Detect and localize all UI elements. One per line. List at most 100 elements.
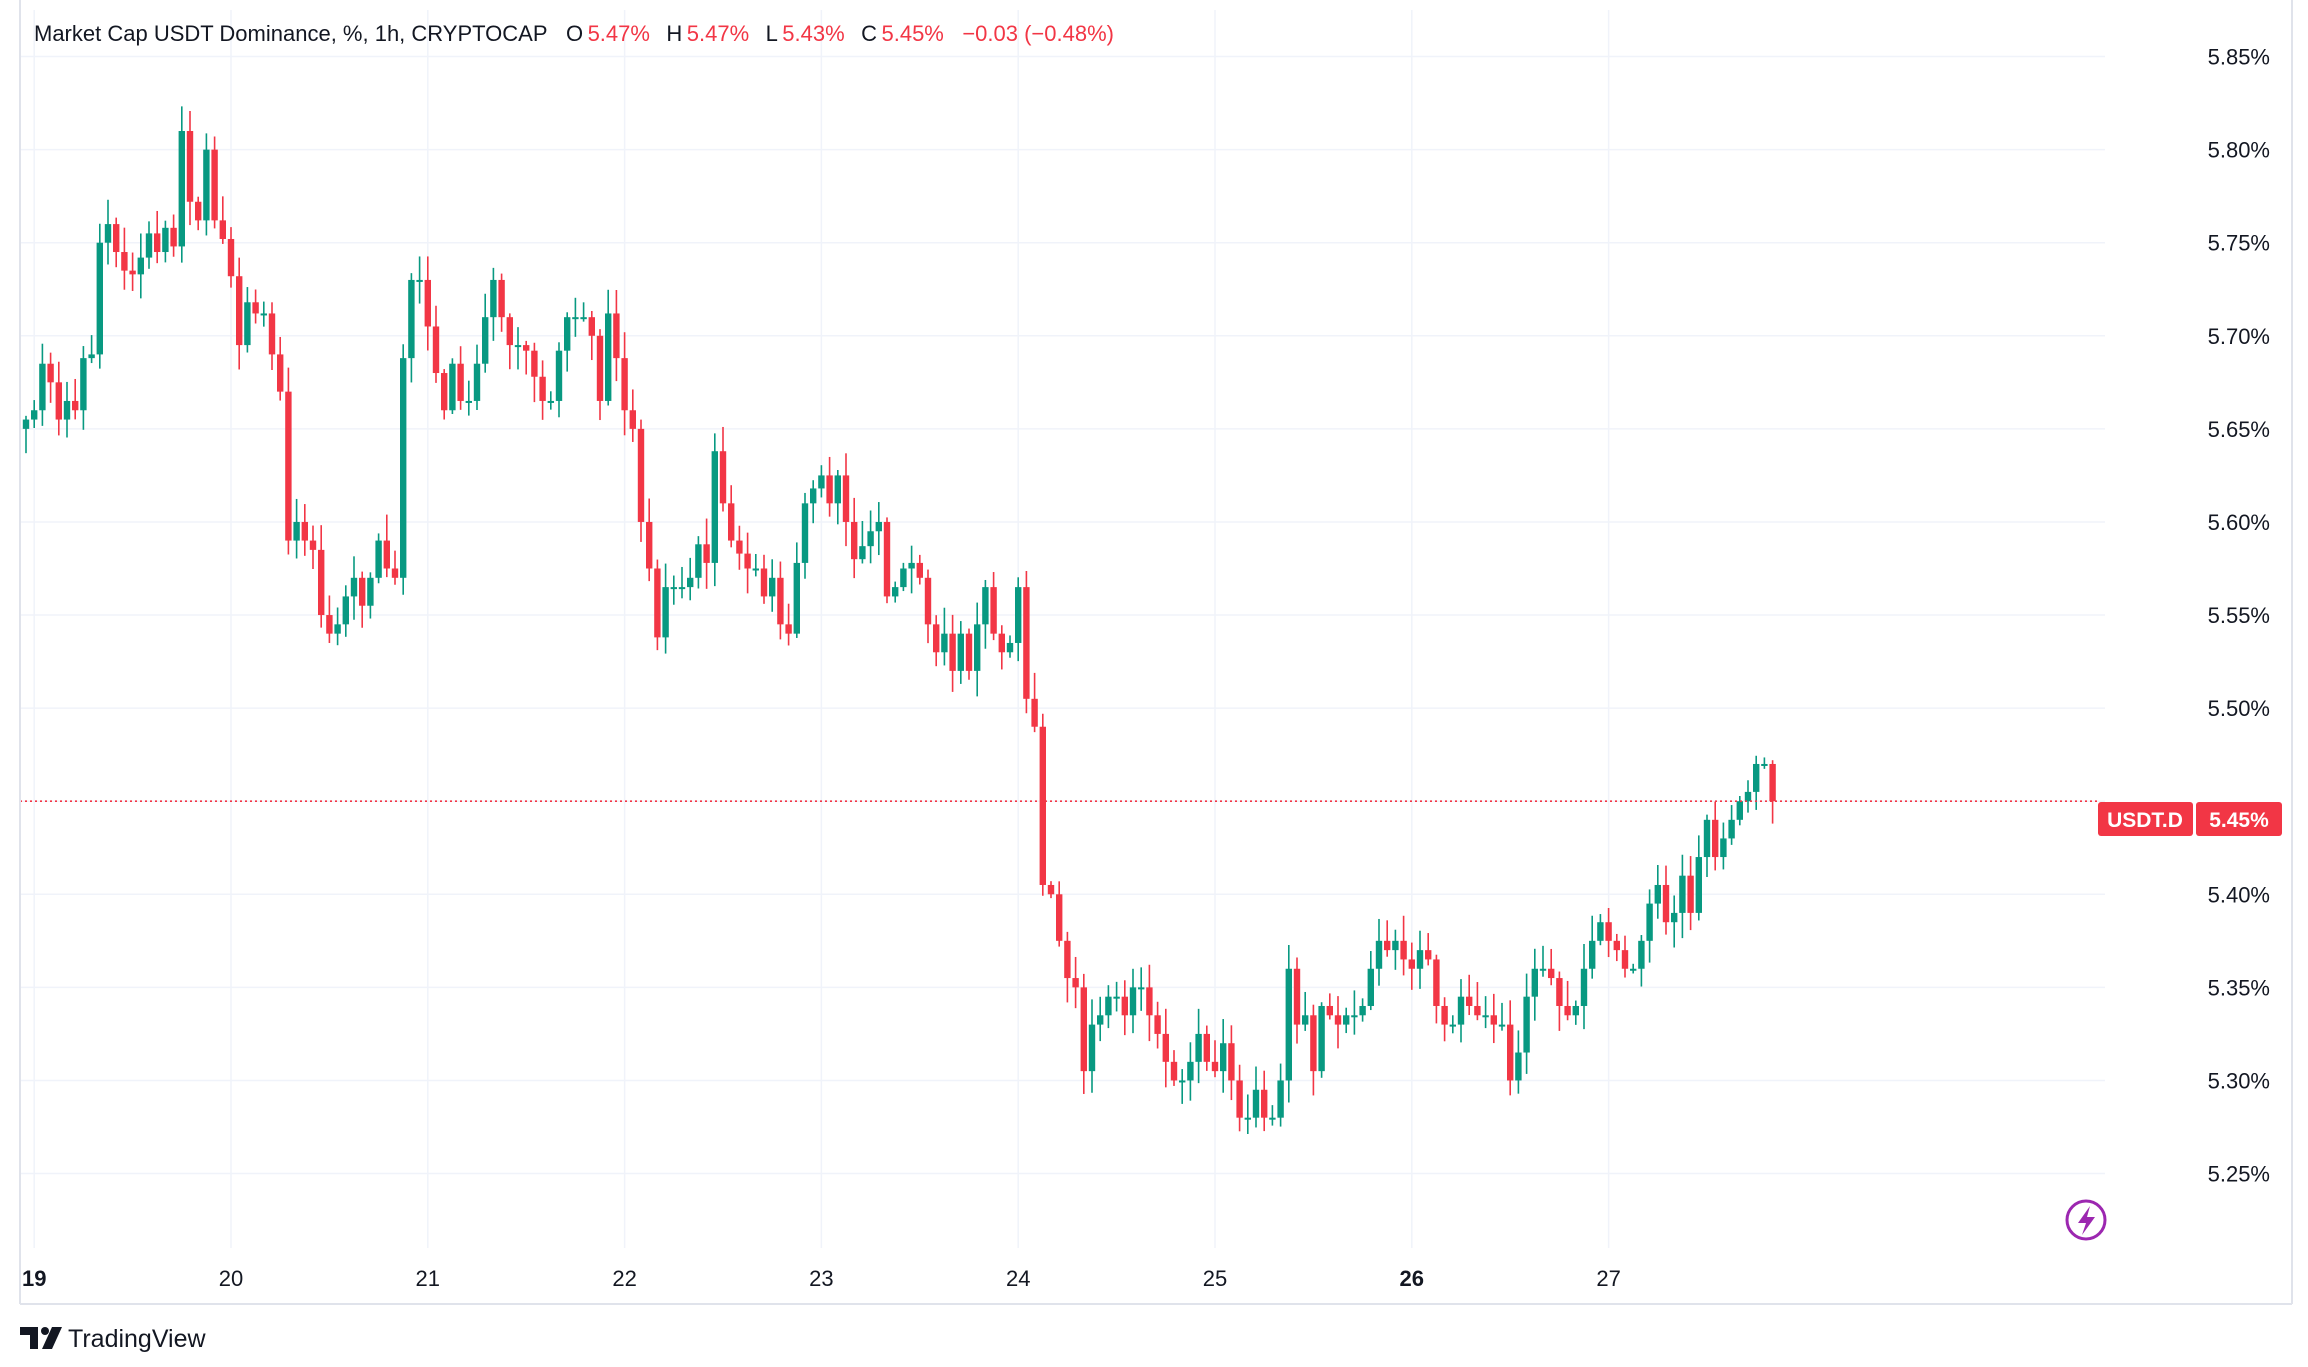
candle xyxy=(1416,930,1424,989)
candle-body xyxy=(277,354,284,392)
candle-body xyxy=(924,577,932,625)
lightning-bolt-icon[interactable] xyxy=(2065,1199,2107,1241)
candle-body xyxy=(1679,875,1686,913)
candle xyxy=(687,557,694,601)
candle-body xyxy=(129,270,136,275)
legend-high-value: 5.47% xyxy=(687,21,749,46)
candle-body xyxy=(859,546,866,560)
time-axis[interactable]: 19 20 21 22 23 24 25 26 27 xyxy=(22,1266,1621,1291)
y-tick-label: 5.80% xyxy=(2208,138,2270,163)
candle xyxy=(514,327,522,370)
candle-body xyxy=(834,475,841,504)
candle xyxy=(482,293,489,373)
candle xyxy=(203,133,210,236)
candle xyxy=(252,289,259,324)
candle-body xyxy=(1162,1033,1169,1062)
candle-body xyxy=(1408,959,1415,969)
candle-body xyxy=(1326,1005,1333,1016)
candle-body xyxy=(400,358,407,578)
candle-body xyxy=(629,410,636,429)
candle xyxy=(1220,1019,1227,1093)
candle-body xyxy=(769,577,776,597)
candle-body xyxy=(1285,968,1292,1081)
candle-body xyxy=(1531,968,1538,997)
candle xyxy=(506,313,513,370)
candle-body xyxy=(957,633,964,671)
x-tick-label: 21 xyxy=(416,1266,440,1291)
candle xyxy=(1261,1070,1268,1132)
tradingview-logo[interactable]: TradingView xyxy=(20,1325,207,1353)
legend-text: Market Cap USDT Dominance, %, 1h, CRYPTO… xyxy=(34,21,1114,46)
candle xyxy=(1334,996,1342,1049)
candle-body xyxy=(654,568,661,638)
candle xyxy=(793,542,800,638)
candle xyxy=(1761,757,1768,769)
candle xyxy=(1433,954,1440,1024)
candle xyxy=(1457,979,1465,1043)
candle xyxy=(1039,713,1046,896)
candle-body xyxy=(1646,903,1653,941)
candle xyxy=(1474,982,1481,1021)
candle-body xyxy=(1293,968,1301,1025)
candle xyxy=(1359,998,1366,1022)
y-tick-label: 5.35% xyxy=(2208,975,2270,1000)
candle-body xyxy=(104,224,112,243)
candle-body xyxy=(883,521,891,597)
candle-body xyxy=(1482,1015,1489,1018)
candle xyxy=(1384,920,1391,957)
y-tick-label: 5.60% xyxy=(2208,510,2270,535)
candle-body xyxy=(162,227,169,253)
candle xyxy=(834,470,841,525)
candle xyxy=(465,380,472,416)
candle-body xyxy=(1138,987,1145,990)
candle xyxy=(613,289,620,382)
candle xyxy=(268,302,276,371)
candle-body xyxy=(1597,922,1604,941)
price-axis[interactable]: 5.25% 5.30% 5.35% 5.40% 5.50% 5.55% 5.60% 5.65%… xyxy=(2208,45,2270,1187)
candle xyxy=(982,579,989,649)
candle-body xyxy=(564,317,571,351)
candle-body xyxy=(1302,1015,1309,1025)
candle-body xyxy=(432,326,440,374)
candle-body xyxy=(719,451,727,504)
candle-body xyxy=(646,521,653,569)
candle xyxy=(1228,1025,1235,1101)
candle xyxy=(965,628,973,680)
candle-body xyxy=(1056,894,1063,941)
candle-body xyxy=(793,562,800,634)
candle xyxy=(342,585,349,637)
candle xyxy=(1744,780,1752,813)
candle-body xyxy=(637,428,645,522)
candle-body xyxy=(408,279,415,359)
candle xyxy=(1064,931,1071,1003)
candle xyxy=(498,273,505,332)
candle xyxy=(1679,854,1686,939)
candle xyxy=(867,510,874,564)
candle xyxy=(1195,1008,1202,1084)
candle xyxy=(1769,760,1776,824)
candle-body xyxy=(1088,1024,1096,1072)
candle-body xyxy=(900,568,907,588)
candle xyxy=(1695,835,1702,921)
candle xyxy=(670,575,677,605)
candle-body xyxy=(728,503,735,541)
candle-body xyxy=(1736,801,1743,820)
candle-body xyxy=(145,233,153,258)
candle xyxy=(916,554,923,585)
candle xyxy=(1556,971,1563,1031)
candle xyxy=(1539,945,1547,977)
candle-body xyxy=(621,358,628,411)
candle-body xyxy=(63,400,71,420)
candle-body xyxy=(1039,726,1046,885)
price-tag-ticker-bg xyxy=(2098,802,2193,836)
candle xyxy=(580,302,587,322)
candle-body xyxy=(1613,940,1620,951)
candle xyxy=(1400,915,1407,976)
candle-body xyxy=(227,238,235,277)
candle xyxy=(309,525,317,569)
candle xyxy=(55,361,62,436)
brand-name: TradingView xyxy=(68,1325,207,1353)
candle xyxy=(801,492,809,579)
